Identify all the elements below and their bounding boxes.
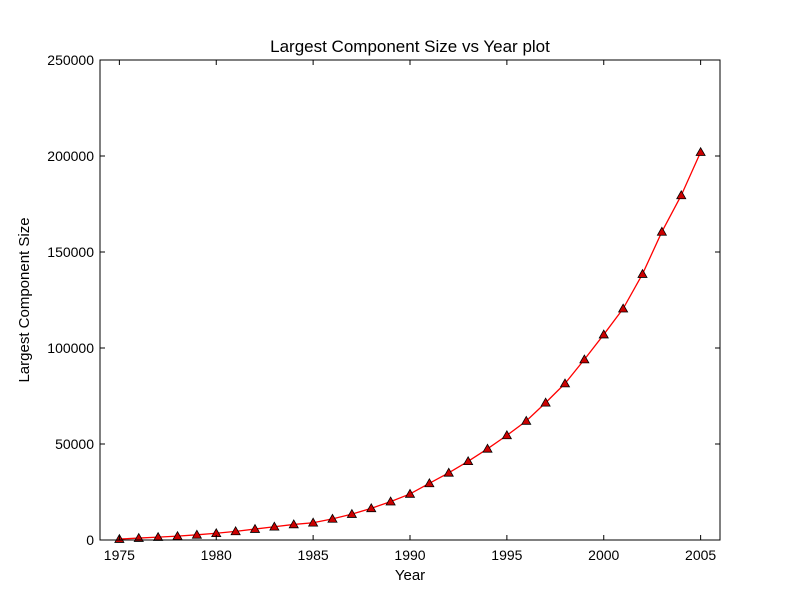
data-point-marker (327, 513, 338, 523)
data-point-marker (482, 443, 493, 453)
data-point-marker (191, 529, 203, 539)
y-tick-label: 50000 (55, 436, 94, 452)
data-point-marker (637, 268, 648, 278)
data-point-marker (501, 430, 513, 440)
plot-frame (99, 59, 721, 541)
data-point-marker (288, 519, 299, 529)
data-point-marker (269, 521, 280, 531)
data-point-marker (133, 532, 144, 542)
data-point-marker (307, 517, 319, 527)
data-point-marker (366, 503, 377, 513)
data-point-marker (249, 523, 261, 533)
y-tick-label: 100000 (47, 340, 94, 356)
x-tick-label: 2005 (685, 547, 716, 563)
data-point-marker (462, 455, 474, 466)
data-point-marker (559, 378, 571, 388)
y-axis-label: Largest Component Size (16, 217, 33, 382)
data-point-marker (521, 415, 532, 425)
x-tick-label: 1985 (298, 547, 329, 563)
y-tick-label: 150000 (47, 244, 94, 260)
chart-title: Largest Component Size vs Year plot (270, 37, 550, 56)
y-tick-label: 200000 (47, 148, 94, 164)
data-point-marker (424, 478, 435, 488)
data-point-marker (404, 488, 416, 498)
x-tick-label: 1975 (104, 547, 135, 563)
y-tick-label: 250000 (47, 52, 94, 68)
x-tick-label: 2000 (588, 547, 619, 563)
x-tick-label: 1995 (491, 547, 522, 563)
data-point-marker (598, 329, 609, 339)
data-point-marker (656, 226, 668, 236)
data-point-marker (676, 190, 687, 200)
data-point-marker (540, 397, 551, 407)
data-point-marker (230, 526, 241, 536)
axis-ticks: 1975 1980 1985 1990 1995 2000 2005 0 50000 100000… (47, 52, 720, 563)
y-tick-label: 0 (86, 532, 94, 548)
data-point-marker (617, 303, 629, 313)
data-point-marker (346, 508, 358, 518)
data-point-marker (695, 146, 706, 156)
data-point-marker (443, 467, 454, 477)
data-point-marker (579, 354, 590, 364)
x-tick-label: 1990 (394, 547, 425, 563)
data-point-marker (385, 496, 396, 506)
x-tick-label: 1980 (201, 547, 232, 563)
x-axis-label: Year (395, 567, 425, 584)
